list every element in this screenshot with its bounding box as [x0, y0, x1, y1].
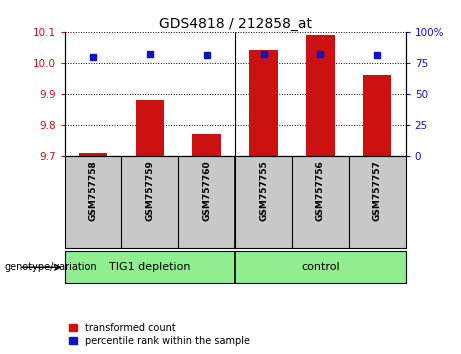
Point: [260, 51, 267, 57]
Bar: [193, 134, 221, 156]
Point: [146, 51, 154, 57]
Text: GSM757760: GSM757760: [202, 160, 211, 221]
Text: genotype/variation: genotype/variation: [5, 262, 97, 272]
Text: control: control: [301, 262, 340, 272]
Point: [317, 51, 324, 57]
Bar: [249, 50, 278, 156]
Text: GSM757755: GSM757755: [259, 160, 268, 221]
Point: [203, 53, 210, 58]
Text: GSM757756: GSM757756: [316, 160, 325, 221]
Point: [89, 54, 97, 59]
Text: GSM757757: GSM757757: [373, 160, 382, 221]
Bar: [79, 153, 107, 156]
Text: TIG1 depletion: TIG1 depletion: [109, 262, 190, 272]
Text: GSM757758: GSM757758: [89, 160, 97, 221]
Text: GSM757759: GSM757759: [145, 160, 154, 221]
Bar: [363, 75, 391, 156]
Point: [373, 53, 381, 58]
Bar: [136, 100, 164, 156]
Bar: [306, 35, 335, 156]
Title: GDS4818 / 212858_at: GDS4818 / 212858_at: [159, 17, 312, 31]
Legend: transformed count, percentile rank within the sample: transformed count, percentile rank withi…: [70, 323, 250, 346]
